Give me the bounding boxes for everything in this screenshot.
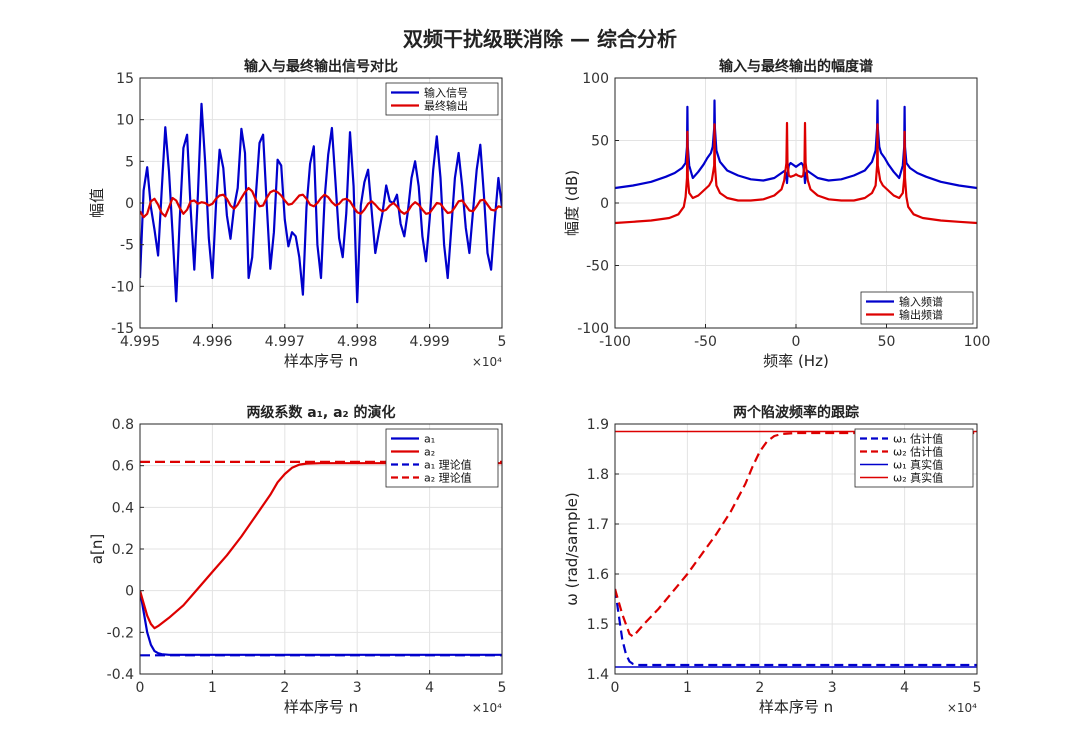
x-exponent-label: ×10⁴ [472, 701, 502, 715]
chart-ax3: 0 1 2 3 4 5 -0.4 -0.2 0 0.2 0.4 0.6 0.8 两级系数 a₁, a₂ 的… [88, 404, 506, 716]
series-line [615, 588, 977, 667]
y-tick-label: 1.9 [587, 417, 609, 433]
x-tick-label: 0 [792, 334, 801, 350]
y-tick-label: -0.2 [107, 625, 134, 641]
x-exponent-label: ×10⁴ [472, 355, 502, 369]
axes-box [614, 423, 978, 675]
y-tick-label: 0 [125, 584, 134, 600]
x-tick-label: 5 [498, 680, 507, 696]
x-tick-label: 50 [878, 334, 896, 350]
y-tick-label: 0.6 [112, 459, 134, 475]
x-exponent-label: ×10⁴ [947, 701, 977, 715]
y-tick-label: -5 [120, 238, 134, 254]
y-tick-label: 0.8 [112, 417, 134, 433]
x-tick-label: 5 [973, 680, 982, 696]
x-tick-label: 4.996 [192, 334, 232, 350]
legend-label: 输入频谱 [899, 295, 943, 309]
y-tick-label: 5 [125, 154, 134, 170]
x-tick-label: 3 [828, 680, 837, 696]
y-tick-label: 0.2 [112, 542, 134, 558]
x-tick-label: 5 [498, 334, 507, 350]
x-tick-label: 4.995 [120, 334, 160, 350]
series-group [615, 99, 977, 225]
axes-layer: 4.995 4.996 4.997 4.998 4.999 5-15-10-5051015… [88, 58, 990, 716]
legend-label: 输出频谱 [899, 308, 943, 322]
y-tick-label: 1.4 [587, 667, 609, 683]
x-tick-label: 4.997 [265, 334, 305, 350]
legend-label: a₁ [424, 433, 435, 446]
y-tick-label: 0 [125, 196, 134, 212]
y-tick-label: 0.4 [112, 500, 134, 516]
y-axis-label: 幅值 [88, 188, 106, 218]
legend-label: a₂ [424, 446, 435, 459]
x-tick-label: 4 [900, 680, 909, 696]
x-tick-label: 2 [280, 680, 289, 696]
series-line [615, 99, 977, 190]
x-tick-label: 2 [755, 680, 764, 696]
y-tick-label: 10 [116, 113, 134, 129]
series-line [140, 462, 502, 630]
x-tick-label: 1 [683, 680, 692, 696]
x-tick-label: 0 [136, 680, 145, 696]
x-tick-label: -100 [599, 334, 631, 350]
y-tick-label: -100 [577, 321, 609, 337]
x-tick-label: 4 [425, 680, 434, 696]
y-tick-label: -15 [111, 321, 134, 337]
chart-ax1: 4.995 4.996 4.997 4.998 4.999 5 -15 -10 -5 0 5 10 15… [88, 58, 506, 370]
y-tick-label: -0.4 [107, 667, 134, 683]
series-line [615, 431, 977, 638]
legend-box [860, 291, 974, 325]
series-line [140, 102, 502, 304]
y-tick-label: 1.6 [587, 567, 609, 583]
y-tick-label: 1.7 [587, 517, 609, 533]
x-tick-label: -50 [694, 334, 717, 350]
chart-title: 输入与最终输出信号对比 [244, 58, 398, 75]
legend-box [385, 82, 499, 116]
y-tick-label: 100 [582, 71, 609, 87]
y-tick-label: 0 [600, 196, 609, 212]
y-tick-label: -10 [111, 279, 134, 295]
legend-label: 输入信号 [424, 86, 468, 100]
y-axis-label: 幅度 (dB) [563, 170, 581, 236]
y-tick-label: 1.5 [587, 617, 609, 633]
x-axis-label: 样本序号 n [759, 698, 833, 716]
legend-label: ω₂ 估计值 [893, 446, 943, 459]
x-tick-label: 3 [353, 680, 362, 696]
series-line [615, 121, 977, 225]
y-axis-label: ω (rad/sample) [563, 492, 581, 606]
chart-ax2: -100 -50 0 50 100 -100 -50 0 50 100 输入与最终输出的幅度谱频率 … [563, 58, 990, 370]
x-tick-label: 4.998 [337, 334, 377, 350]
x-axis-label: 频率 (Hz) [763, 352, 829, 370]
chart-title: 两个陷波频率的跟踪 [733, 404, 859, 421]
series-line [140, 186, 502, 219]
legend-label: a₂ 理论值 [424, 471, 472, 485]
legend-label: 最终输出 [424, 99, 468, 113]
x-tick-label: 4.999 [410, 334, 450, 350]
x-axis-label: 样本序号 n [284, 698, 358, 716]
legend-label: a₁ 理论值 [424, 458, 472, 472]
y-axis-label: a[n] [88, 534, 106, 564]
y-tick-label: 15 [116, 71, 134, 87]
series-line [140, 590, 502, 656]
legend-label: ω₁ 估计值 [893, 433, 943, 446]
series-group [140, 102, 502, 304]
x-tick-label: 0 [611, 680, 620, 696]
x-tick-label: 100 [964, 334, 991, 350]
y-tick-label: 50 [591, 134, 609, 150]
chart-title: 两级系数 a₁, a₂ 的演化 [246, 404, 395, 421]
chart-title: 输入与最终输出的幅度谱 [719, 58, 873, 75]
figure-title: 双频干扰级联消除 — 综合分析 [403, 27, 677, 51]
x-axis-label: 样本序号 n [284, 352, 358, 370]
y-tick-label: -50 [586, 259, 609, 275]
legend-label: ω₁ 真实值 [893, 458, 943, 472]
legend-label: ω₂ 真实值 [893, 471, 943, 485]
x-tick-label: 1 [208, 680, 217, 696]
y-tick-label: 1.8 [587, 467, 609, 483]
